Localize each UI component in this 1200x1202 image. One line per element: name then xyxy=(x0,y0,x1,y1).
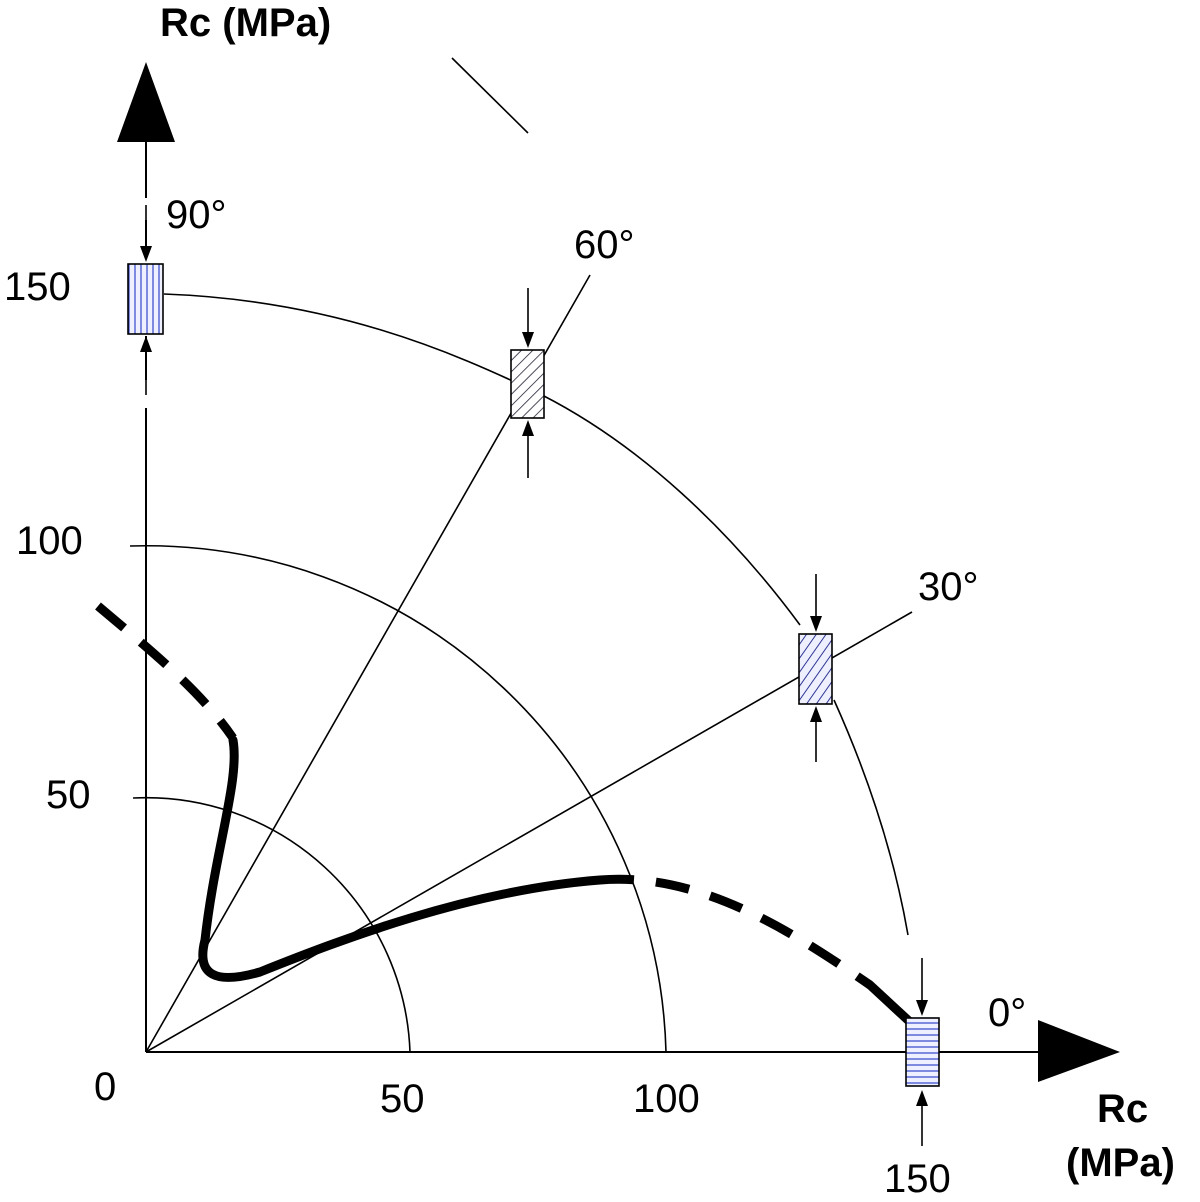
arrows-60 xyxy=(522,288,534,478)
arrows-90 xyxy=(140,205,152,395)
y-tick-150: 150 xyxy=(4,265,71,309)
y-tick-100: 100 xyxy=(16,519,83,563)
arrows-0 xyxy=(916,958,928,1146)
strength-curve xyxy=(95,602,915,1027)
x-tick-50: 50 xyxy=(380,1077,425,1121)
angle-label-60: 60° xyxy=(574,223,635,267)
arc-r150-lower xyxy=(833,699,909,936)
decorative-tick xyxy=(451,57,529,134)
arc-r100 xyxy=(129,544,667,1053)
x-axis-title-line1: Rc xyxy=(1097,1087,1148,1131)
load-arrows xyxy=(140,205,928,1146)
y-tick-50: 50 xyxy=(46,773,91,817)
specimen-30 xyxy=(798,633,833,705)
x-axis-arrowhead xyxy=(1038,1020,1120,1082)
x-axis-title-line2: (MPa) xyxy=(1066,1141,1175,1185)
angle-label-90: 90° xyxy=(166,193,227,237)
angle-label-0: 0° xyxy=(988,991,1026,1035)
specimen-90 xyxy=(127,263,164,335)
y-axis-arrowhead xyxy=(117,62,175,142)
arrows-30 xyxy=(810,574,822,762)
origin-label: 0 xyxy=(94,1065,116,1109)
arc-r150 xyxy=(163,293,801,626)
arc-r50 xyxy=(132,796,411,1053)
specimen-0 xyxy=(905,1017,940,1087)
angle-label-30: 30° xyxy=(918,565,979,609)
y-axis-title: Rc (MPa) xyxy=(160,1,331,45)
ray-30 xyxy=(145,611,913,1053)
x-axis xyxy=(146,1020,1120,1082)
specimen-60 xyxy=(510,349,545,419)
x-tick-100: 100 xyxy=(633,1077,700,1121)
x-tick-150: 150 xyxy=(884,1157,951,1201)
